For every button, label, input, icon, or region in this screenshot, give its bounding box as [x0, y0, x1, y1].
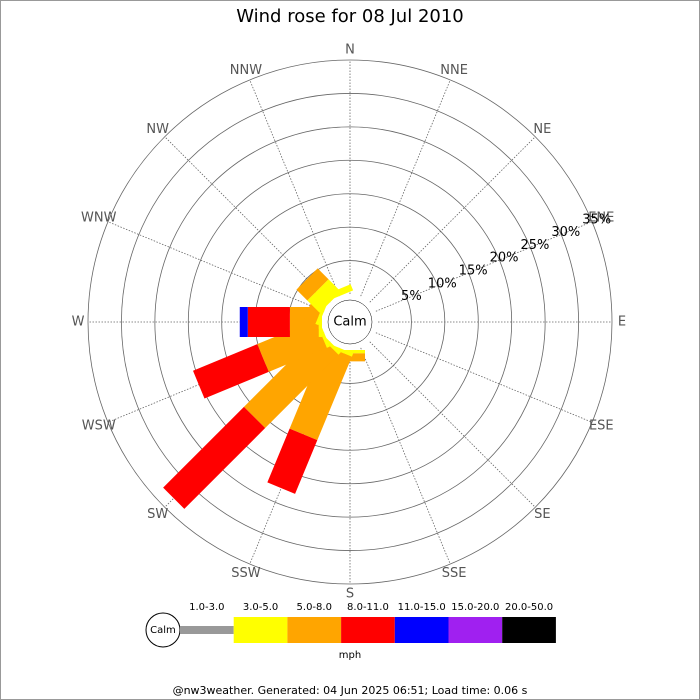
footer: @nw3weather. Generated: 04 Jun 2025 06:5… — [173, 684, 528, 697]
bar-segment — [239, 307, 248, 337]
direction-label: NNW — [230, 63, 262, 78]
direction-label: SW — [147, 507, 168, 522]
r-tick-label: 35% — [582, 212, 611, 227]
legend-label: 8.0-11.0 — [347, 602, 389, 613]
direction-label: NE — [533, 122, 551, 137]
r-tick-label: 30% — [551, 225, 580, 240]
direction-label: WSW — [82, 419, 116, 434]
spoke — [369, 136, 536, 303]
spoke — [360, 79, 451, 297]
spoke — [164, 136, 331, 303]
legend-label: 3.0-5.0 — [243, 602, 278, 613]
bar-segment — [335, 350, 365, 354]
legend-title: mph — [339, 650, 361, 661]
chart-title: Wind rose for 08 Jul 2010 — [236, 6, 464, 27]
legend-label: 15.0-20.0 — [451, 602, 499, 613]
legend-swatch — [502, 617, 556, 643]
direction-label: NW — [146, 122, 169, 137]
grid-ring — [187, 159, 513, 485]
legend-label: 20.0-50.0 — [505, 602, 553, 613]
legend-calm-label: Calm — [150, 625, 176, 636]
r-tick-label: 5% — [401, 289, 422, 304]
spoke — [369, 341, 536, 508]
legend-label: 1.0-3.0 — [189, 602, 224, 613]
r-tick-label: 10% — [428, 276, 457, 291]
spoke — [375, 332, 593, 423]
spoke — [360, 347, 451, 565]
legend-swatch — [233, 617, 288, 643]
direction-label: NNE — [440, 63, 468, 78]
r-tick-label: 15% — [459, 263, 488, 278]
direction-label: WNW — [81, 210, 117, 225]
legend-label: 5.0-8.0 — [297, 602, 332, 613]
bar-segment — [247, 307, 290, 337]
direction-label: SSE — [442, 566, 467, 581]
legend-swatch — [180, 626, 234, 634]
calm-circle — [327, 299, 373, 345]
bar-segment — [289, 345, 352, 441]
grid-ring — [154, 126, 546, 518]
legend-swatch — [287, 617, 342, 643]
direction-label: N — [345, 43, 355, 58]
spoke — [249, 79, 340, 297]
bar-segment — [243, 333, 339, 429]
direction-label: SE — [534, 507, 550, 522]
r-tick-label: 20% — [490, 251, 519, 266]
bar-segment — [163, 406, 266, 509]
direction-label: ENE — [588, 210, 614, 225]
bar-segment — [267, 428, 318, 494]
spoke — [107, 221, 325, 312]
r-tick-label: 25% — [520, 238, 549, 253]
legend-swatch — [394, 617, 449, 643]
legend-swatch — [341, 617, 395, 643]
direction-label: W — [72, 315, 85, 330]
direction-label: S — [346, 587, 354, 602]
direction-label: SSW — [231, 566, 261, 581]
legend-swatch — [448, 617, 503, 643]
direction-label: E — [618, 315, 626, 330]
grid-ring — [121, 93, 579, 551]
legend-label: 11.0-15.0 — [398, 602, 446, 613]
grid-ring — [87, 59, 613, 585]
spoke — [375, 221, 593, 312]
bar-segment — [296, 268, 329, 301]
bar-segment — [193, 344, 269, 399]
bar-segment — [322, 284, 354, 302]
direction-label: ESE — [589, 419, 614, 434]
calm-label: Calm — [333, 315, 366, 330]
